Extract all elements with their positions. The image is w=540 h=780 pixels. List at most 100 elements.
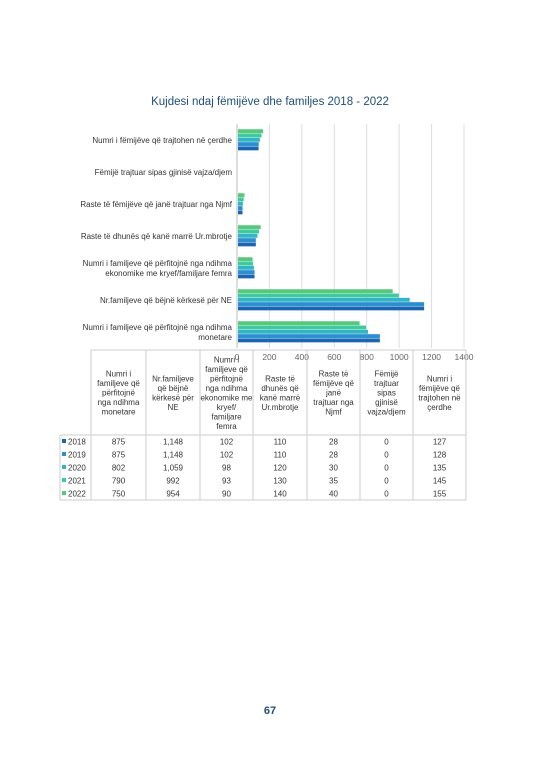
category-label: Fëmijë trajtuar sipas gjinisë vajza/djem <box>95 168 233 177</box>
table-row-year: 2018 <box>68 438 86 447</box>
legend-key-2022 <box>62 491 66 495</box>
category-label: Raste të dhunës që kanë marrë Ur.mbrotje <box>81 232 233 241</box>
bar-2022-cat-4 <box>238 225 261 230</box>
bar-2018-cat-3 <box>238 210 243 215</box>
x-tick-label: 1200 <box>422 352 441 362</box>
category-label: Raste të fëmijëve që janë trajtuar nga N… <box>80 200 232 209</box>
table-cell: 127 <box>433 438 447 447</box>
bar-2019-cat-4 <box>238 238 256 243</box>
table-header-cell: Numri i fëmijëve që trajtohen në çerdhe <box>418 374 461 412</box>
tick-label-layer: 0 200 400 600 800 1000 1200 1400 <box>235 352 474 362</box>
table-header-cell: Raste të dhunës që kanë marrë Ur.mbrotje <box>260 374 301 412</box>
bar-2021-cat-1 <box>238 133 262 138</box>
data-table: Numri i familjeve që përfitojnë nga ndihma m… <box>59 349 467 501</box>
table-cell: 120 <box>273 464 287 473</box>
table-row-year: 2022 <box>68 490 86 499</box>
table-cell: 1,148 <box>163 438 184 447</box>
bar-2020-cat-4 <box>238 233 258 238</box>
bar-layer <box>238 129 425 343</box>
bar-2020-cat-3 <box>238 201 243 206</box>
legend-key-2018 <box>62 439 66 443</box>
table-cell: 102 <box>220 438 234 447</box>
bar-2022-cat-7 <box>238 321 360 326</box>
table-cell: 0 <box>384 477 389 486</box>
table-cell: 0 <box>384 451 389 460</box>
bar-2022-cat-5 <box>238 257 253 262</box>
table-row-year: 2021 <box>68 477 86 486</box>
table-cell: 40 <box>329 490 338 499</box>
table-header-cell: Nr.familjeve që bëjnë kërkesë për NE <box>152 374 194 412</box>
bar-2020-cat-6 <box>238 297 410 302</box>
table-cell: 0 <box>384 490 389 499</box>
table-cell: 135 <box>433 464 447 473</box>
table-cell: 128 <box>433 451 447 460</box>
x-tick-label: 1400 <box>455 352 474 362</box>
bar-2021-cat-4 <box>238 229 260 234</box>
category-label-layer: Numri i fëmijëve që trajtohen në çerdhe F… <box>80 136 232 342</box>
table-cell: 750 <box>112 490 126 499</box>
table-cell: 28 <box>329 451 338 460</box>
table-cell: 140 <box>273 490 287 499</box>
table-cell: 110 <box>274 451 287 460</box>
table-header-cell: Numri i familjeve që përfitojnë nga ndihma m… <box>97 370 140 417</box>
legend-key-2021 <box>62 478 66 482</box>
table-header-cell: Raste të fëmijëve që janë trajtuar nga Njmf <box>313 370 354 417</box>
table-cell: 93 <box>222 477 231 486</box>
table-cell: 130 <box>273 477 287 486</box>
table-row-year: 2019 <box>68 451 86 460</box>
table-cell: 790 <box>112 477 126 486</box>
x-tick-label: 600 <box>327 352 341 362</box>
table-cell: 1,059 <box>163 464 184 473</box>
bar-2019-cat-5 <box>238 270 255 275</box>
table-cell: 145 <box>433 477 447 486</box>
table-cell: 0 <box>384 438 389 447</box>
table-cell: 954 <box>166 490 180 499</box>
table-cell: 102 <box>220 451 234 460</box>
table-cell: 992 <box>166 477 180 486</box>
bar-2019-cat-7 <box>238 334 380 339</box>
bar-2020-cat-7 <box>238 329 369 334</box>
category-label: Numri i familjeve që përfitojnë nga ndih… <box>83 259 233 278</box>
bar-2018-cat-5 <box>238 274 255 279</box>
table-cell: 875 <box>112 451 126 460</box>
bar-2018-cat-6 <box>238 306 425 311</box>
bar-2021-cat-5 <box>238 261 254 266</box>
category-label: Numri i familjeve që përfitojnë nga ndih… <box>83 323 233 342</box>
table-cell: 875 <box>112 438 126 447</box>
table-cell: 155 <box>433 490 447 499</box>
table-cell: 90 <box>222 490 231 499</box>
bar-2018-cat-4 <box>238 242 256 247</box>
table-cell: 802 <box>112 464 126 473</box>
x-tick-label: 0 <box>235 352 240 362</box>
bar-2022-cat-6 <box>238 289 393 294</box>
bar-2021-cat-3 <box>238 197 244 202</box>
table-header-cell: Numri i familjeve që përfitojnë nga ndihma e… <box>200 355 253 431</box>
bar-2019-cat-3 <box>238 206 243 211</box>
chart-title: Kujdesi ndaj fëmijëve dhe familjes 2018 … <box>151 96 389 108</box>
bar-2021-cat-6 <box>238 293 399 298</box>
bar-2020-cat-5 <box>238 265 254 270</box>
table-header-cell: Fëmijë trajtuar sipas gjinisë vajza/djem <box>367 370 406 417</box>
bar-2019-cat-6 <box>238 302 425 307</box>
bar-2022-cat-3 <box>238 193 245 198</box>
grid-layer <box>236 124 465 348</box>
bar-2021-cat-7 <box>238 325 367 330</box>
table-cell: 35 <box>329 477 338 486</box>
category-label: Nr.familjeve që bëjnë kërkesë për NE <box>100 296 232 305</box>
bar-2022-cat-1 <box>238 129 264 134</box>
category-label: Numri i fëmijëve që trajtohen në çerdhe <box>92 136 232 145</box>
table-row-year: 2020 <box>68 464 86 473</box>
legend-key-2019 <box>62 452 66 456</box>
x-tick-label: 800 <box>360 352 374 362</box>
bar-2018-cat-1 <box>238 146 259 151</box>
x-tick-label: 200 <box>262 352 276 362</box>
table-cell: 0 <box>384 464 389 473</box>
x-tick-label: 400 <box>295 352 309 362</box>
bar-2019-cat-1 <box>238 142 259 147</box>
table-cell: 1,148 <box>163 451 184 460</box>
legend-key-2020 <box>62 465 66 469</box>
x-tick-label: 1000 <box>390 352 409 362</box>
table-cell: 28 <box>329 438 338 447</box>
table-cell: 110 <box>274 438 287 447</box>
